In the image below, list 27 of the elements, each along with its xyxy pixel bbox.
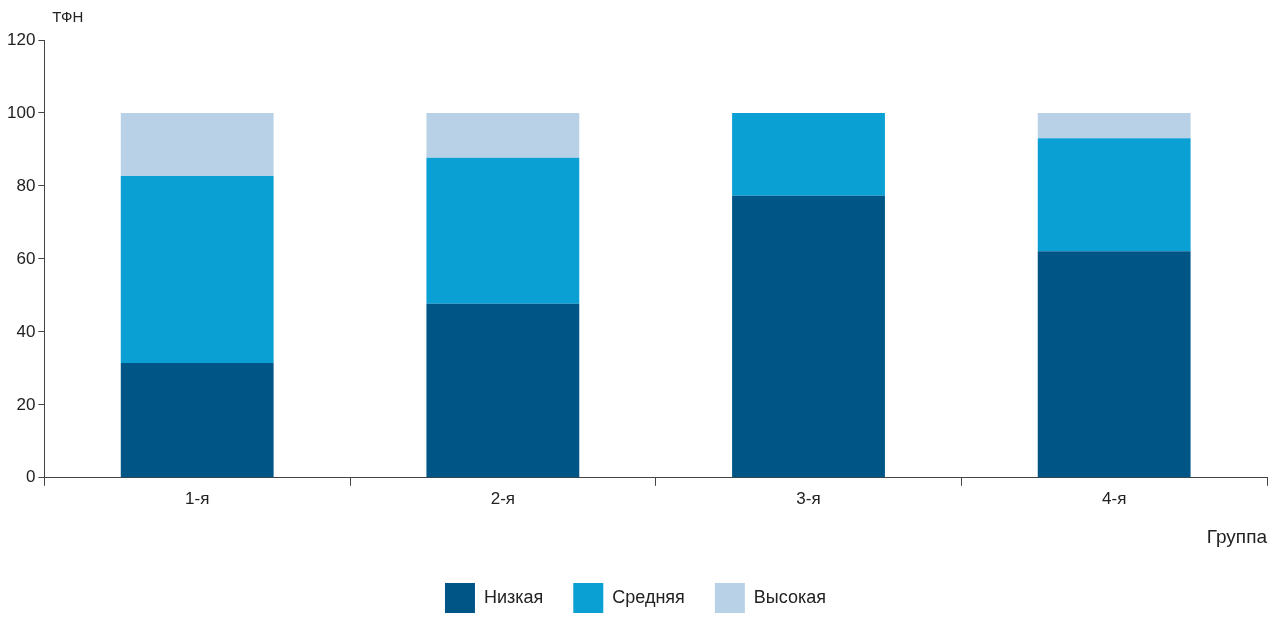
bar <box>1037 251 1191 478</box>
y-axis-title: ТФН <box>52 8 84 26</box>
y-tick-label: 80 <box>16 175 36 195</box>
x-tick-label: 2-я <box>490 488 516 508</box>
y-tick-label: 40 <box>16 321 36 341</box>
x-axis-title: Группа <box>1206 525 1268 547</box>
x-tick-label: 3-я <box>796 488 821 508</box>
legend-label: Средняя <box>612 586 685 607</box>
bar <box>120 362 274 478</box>
y-tick-label: 0 <box>25 467 36 487</box>
legend-label: Низкая <box>483 586 544 607</box>
bar <box>1037 112 1191 139</box>
x-tick-label: 4-я <box>1102 488 1127 508</box>
y-tick-label: 60 <box>16 248 36 268</box>
legend-label: Высокая <box>753 586 827 607</box>
x-tick-label: 1-я <box>185 488 210 508</box>
bar <box>1037 138 1191 252</box>
bar <box>732 195 885 478</box>
y-tick-label: 20 <box>16 394 36 414</box>
bar <box>426 157 580 304</box>
y-tick-label: 120 <box>6 29 36 49</box>
bar <box>426 303 580 478</box>
bar <box>120 112 274 177</box>
y-tick-label: 100 <box>6 102 36 122</box>
bar <box>120 176 274 363</box>
bar <box>426 112 580 158</box>
bar <box>732 112 885 196</box>
